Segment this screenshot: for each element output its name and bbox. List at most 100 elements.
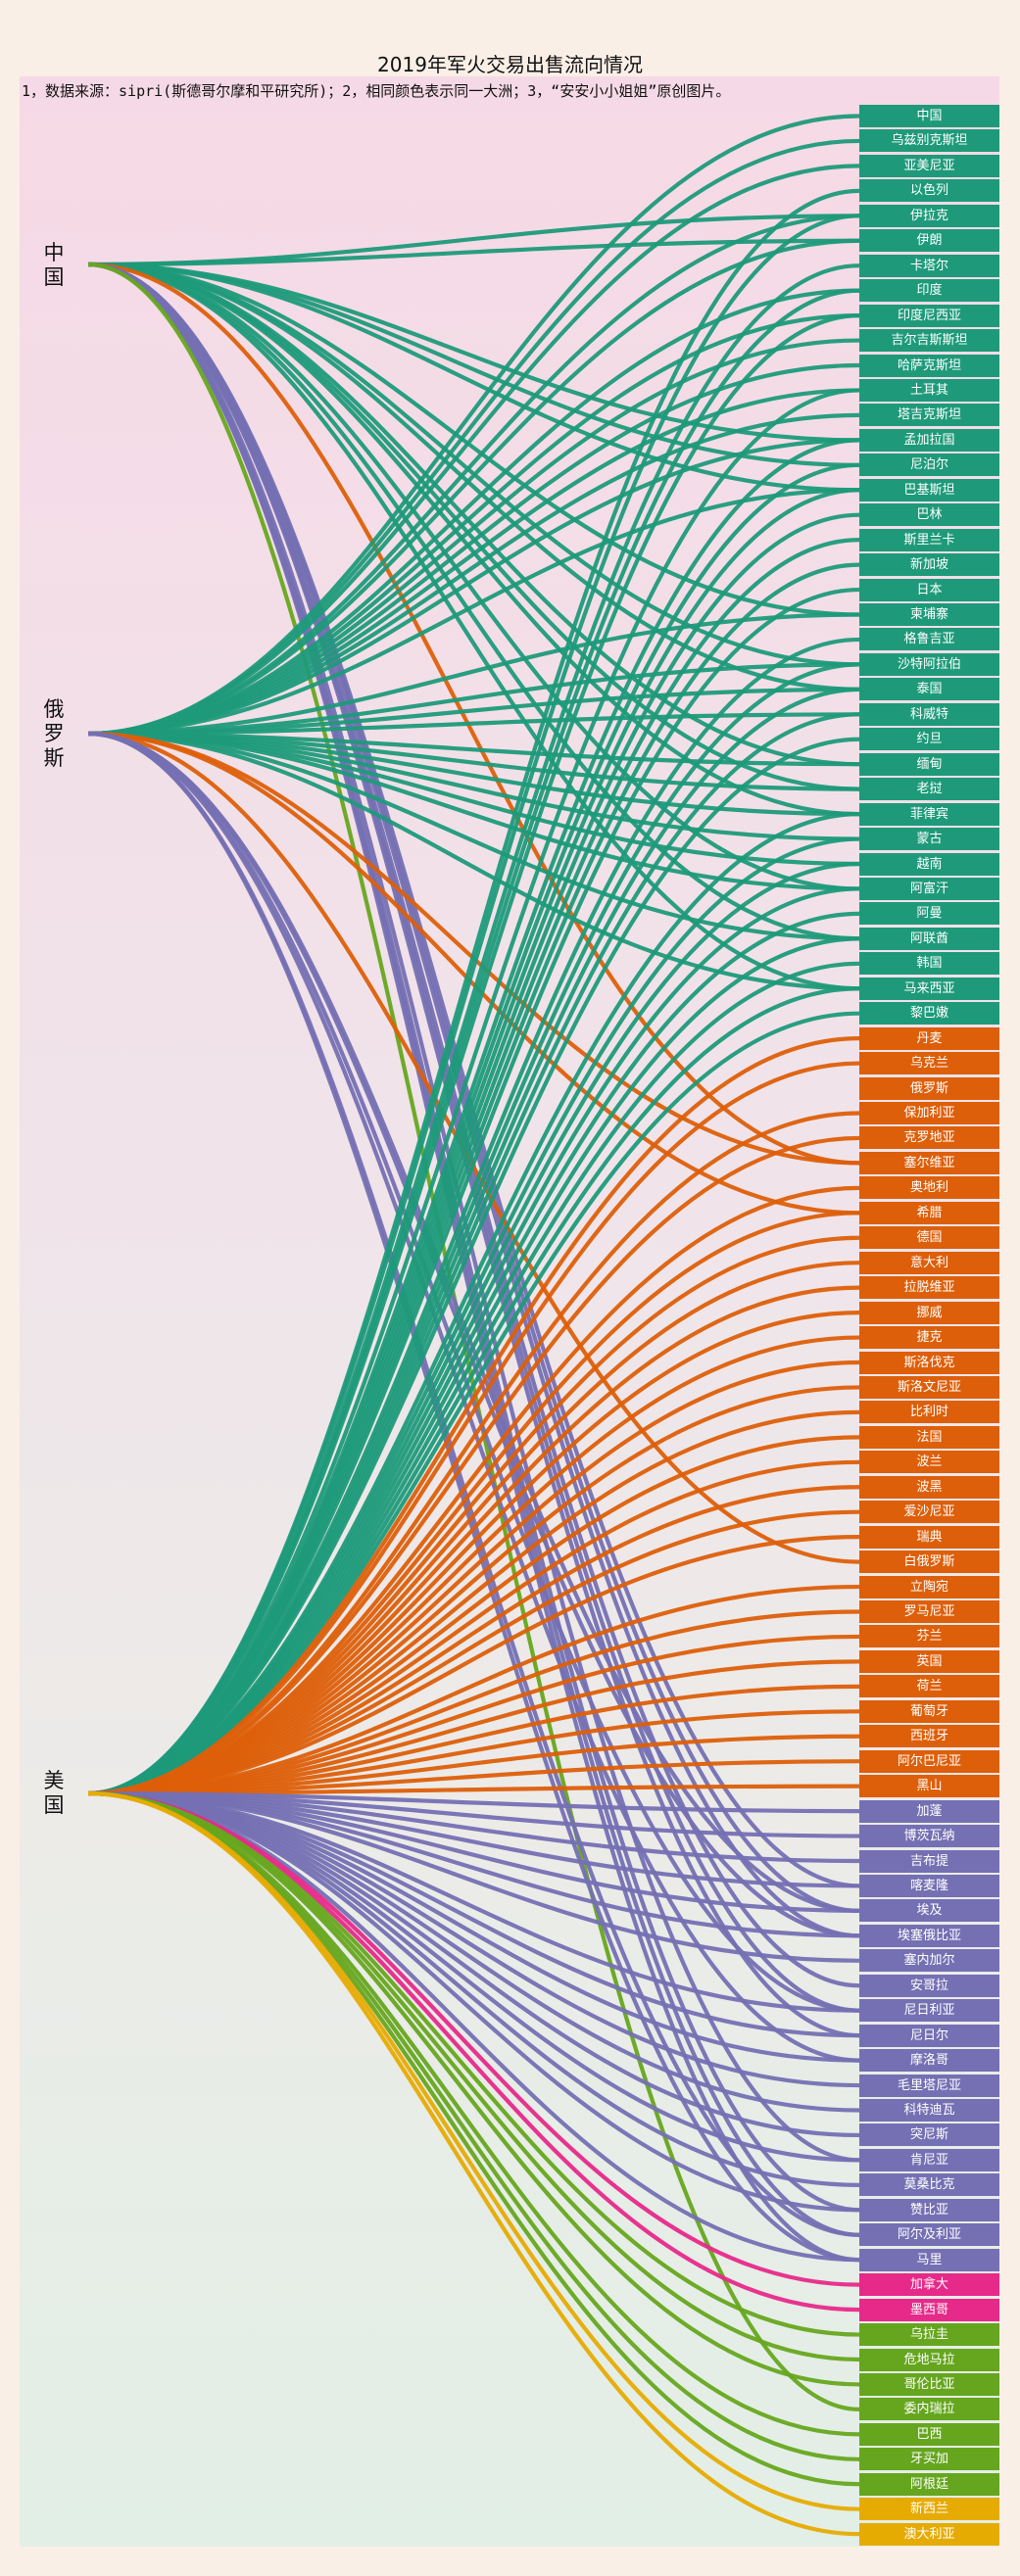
target-node: 菲律宾 [859, 802, 999, 826]
chart-title: 2019年军火交易出售流向情况 [377, 53, 643, 76]
target-node: 德国 [859, 1226, 999, 1250]
target-node: 阿富汗 [859, 877, 999, 900]
target-node: 立陶宛 [859, 1575, 999, 1598]
target-node: 意大利 [859, 1251, 999, 1274]
source-label: 俄罗斯 [43, 697, 65, 770]
target-node: 以色列 [859, 179, 999, 203]
target-node: 保加利亚 [859, 1102, 999, 1124]
target-node: 马来西亚 [859, 977, 999, 1000]
target-node: 阿根廷 [859, 2472, 999, 2496]
target-node: 越南 [859, 852, 999, 876]
target-node: 沙特阿拉伯 [859, 652, 999, 676]
target-node: 突尼斯 [859, 2123, 999, 2147]
source-label: 美国 [43, 1769, 65, 1817]
target-node: 吉布提 [859, 1849, 999, 1873]
target-node: 蒙古 [859, 828, 999, 851]
target-node: 摩洛哥 [859, 2049, 999, 2073]
target-node: 科威特 [859, 702, 999, 726]
target-node: 葡萄牙 [859, 1699, 999, 1723]
target-node: 巴基斯坦 [859, 478, 999, 501]
target-node: 阿尔巴尼亚 [859, 1749, 999, 1773]
target-node: 比利时 [859, 1401, 999, 1424]
target-node: 缅甸 [859, 752, 999, 776]
target-node: 哈萨克斯坦 [859, 354, 999, 377]
flow-link [87, 164, 860, 737]
flow-link [87, 1135, 860, 1796]
target-node: 格鲁吉亚 [859, 628, 999, 651]
target-node: 土耳其 [859, 378, 999, 402]
flow-link [87, 238, 860, 267]
target-node: 黎巴嫩 [859, 1002, 999, 1026]
flow-link [87, 731, 860, 2063]
target-node: 白俄罗斯 [859, 1550, 999, 1574]
flow-link [87, 731, 860, 891]
target-node: 斯洛伐克 [859, 1351, 999, 1374]
target-node: 加拿大 [859, 2273, 999, 2297]
target-node: 孟加拉国 [859, 428, 999, 452]
target-node: 科特迪瓦 [859, 2099, 999, 2122]
target-node: 柬埔寨 [859, 603, 999, 626]
target-node: 罗马尼亚 [859, 1600, 999, 1623]
target-node: 喀麦隆 [859, 1874, 999, 1897]
target-node: 西班牙 [859, 1725, 999, 1748]
target-node: 伊拉克 [859, 204, 999, 227]
target-node: 卡塔尔 [859, 254, 999, 277]
source-label: 中国 [43, 241, 65, 289]
target-node: 埃及 [859, 1899, 999, 1923]
flow-link [87, 712, 860, 737]
flow-link [87, 1790, 860, 2138]
target-node: 俄罗斯 [859, 1076, 999, 1100]
flow-link [87, 612, 860, 737]
flow-link [87, 262, 860, 493]
target-node: 芬兰 [859, 1625, 999, 1648]
target-node: 约旦 [859, 728, 999, 751]
flow-link [87, 313, 860, 1796]
target-node: 奥地利 [859, 1176, 999, 1200]
target-node: 新加坡 [859, 553, 999, 577]
target-node: 英国 [859, 1649, 999, 1673]
target-node: 日本 [859, 578, 999, 601]
target-node: 毛里塔尼亚 [859, 2074, 999, 2097]
target-node: 印度尼西亚 [859, 304, 999, 327]
flow-link [87, 488, 860, 737]
flow-link [87, 1790, 860, 1963]
target-node: 安哥拉 [859, 1974, 999, 1997]
target-node: 博茨瓦纳 [859, 1825, 999, 1848]
target-node: 阿联酋 [859, 927, 999, 950]
target-node: 尼泊尔 [859, 453, 999, 477]
target-node: 法国 [859, 1425, 999, 1449]
flow-link [87, 731, 860, 991]
target-node: 丹麦 [859, 1026, 999, 1050]
target-node: 澳大利亚 [859, 2522, 999, 2546]
flow-link [87, 263, 860, 1796]
target-node: 肯尼亚 [859, 2148, 999, 2171]
target-node: 克罗地亚 [859, 1126, 999, 1150]
target-node: 波黑 [859, 1475, 999, 1499]
target-node: 韩国 [859, 952, 999, 976]
target-node: 塞尔维亚 [859, 1151, 999, 1174]
target-node: 波兰 [859, 1451, 999, 1474]
target-node: 老挝 [859, 778, 999, 801]
target-node: 中国 [859, 105, 999, 127]
target-node: 新西兰 [859, 2498, 999, 2521]
flow-link [87, 731, 860, 941]
flow-link [87, 587, 860, 1796]
target-node: 伊朗 [859, 229, 999, 253]
target-node: 塔吉克斯坦 [859, 404, 999, 427]
target-node: 泰国 [859, 678, 999, 701]
target-node: 马里 [859, 2248, 999, 2271]
flow-link [87, 388, 860, 737]
flow-link [87, 737, 860, 1796]
target-node: 巴西 [859, 2422, 999, 2446]
target-node: 尼日尔 [859, 2024, 999, 2047]
target-node: 加蓬 [859, 1799, 999, 1823]
target-node: 危地马拉 [859, 2348, 999, 2371]
flow-link [87, 1790, 860, 2437]
target-node: 埃塞俄比亚 [859, 1924, 999, 1947]
target-node: 黑山 [859, 1775, 999, 1798]
target-node: 赞比亚 [859, 2198, 999, 2221]
target-node: 莫桑比克 [859, 2173, 999, 2197]
target-node: 吉尔吉斯斯坦 [859, 329, 999, 353]
target-node: 希腊 [859, 1201, 999, 1224]
